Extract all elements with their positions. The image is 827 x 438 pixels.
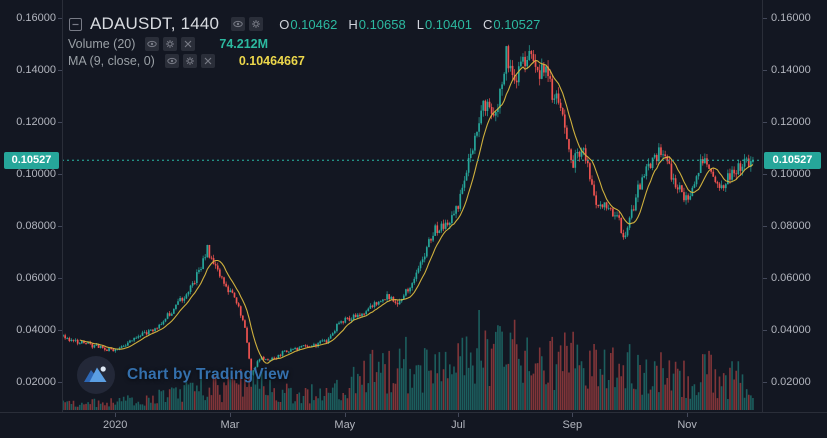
- indicator-volume-label: Volume (20): [68, 37, 136, 51]
- price-tick-mark: [763, 330, 767, 331]
- time-tick-mark: [458, 413, 460, 417]
- ohlc-values: O0.10462 H0.10658 L0.10401 C0.10527: [279, 16, 541, 32]
- indicator-ma-value: 0.10464667: [238, 54, 305, 68]
- time-tick-label: 2020: [102, 419, 128, 431]
- price-axis-left[interactable]: 0.10527 0.16000 0.14000 0.12000 0.10000 0.08…: [0, 0, 63, 412]
- price-tick-label: 0.14000: [16, 64, 56, 76]
- price-tick-label: 0.04000: [16, 324, 56, 336]
- eye-icon[interactable]: [145, 37, 160, 51]
- eye-icon[interactable]: [164, 54, 179, 68]
- price-tick-label: 0.16000: [771, 12, 811, 24]
- price-tick-mark: [58, 226, 62, 227]
- price-tick-mark: [58, 18, 62, 19]
- time-tick-mark: [687, 413, 689, 417]
- price-tick-label: 0.02000: [16, 376, 56, 388]
- indicator-ma-label: MA (9, close, 0): [68, 54, 155, 68]
- time-tick-label: Nov: [677, 419, 697, 431]
- price-tick-label: 0.02000: [771, 376, 811, 388]
- watermark-text: Chart by TradingView: [127, 366, 290, 383]
- time-tick-label: Sep: [562, 419, 583, 431]
- price-tick-mark: [763, 122, 767, 123]
- price-tick-label: 0.12000: [771, 116, 811, 128]
- price-tick-label: 0.04000: [771, 324, 811, 336]
- price-tick-mark: [58, 382, 62, 383]
- time-tick-mark: [344, 413, 346, 417]
- time-tick-label: May: [334, 419, 356, 431]
- gear-icon[interactable]: [182, 54, 197, 68]
- price-tick-label: 0.12000: [16, 116, 56, 128]
- time-tick-mark: [115, 413, 117, 417]
- price-tick-mark: [58, 278, 62, 279]
- price-tick-label: 0.10000: [771, 168, 811, 180]
- price-tick-mark: [58, 70, 62, 71]
- price-tick-mark: [763, 18, 767, 19]
- close-icon[interactable]: [200, 54, 215, 68]
- indicator-volume-value: 74.212M: [219, 37, 269, 51]
- price-tick-label: 0.16000: [16, 12, 56, 24]
- ma-line: [79, 59, 754, 364]
- tradingview-watermark[interactable]: Chart by TradingView: [76, 355, 289, 395]
- price-axis-right[interactable]: 0.10527 0.16000 0.14000 0.12000 0.10000 0.08…: [762, 0, 827, 412]
- price-tick-mark: [763, 226, 767, 227]
- time-axis[interactable]: 2020 Mar May Jul Sep Nov: [0, 412, 827, 438]
- last-price-badge-left: 0.10527: [4, 151, 59, 169]
- indicator-row-ma: MA (9, close, 0) 0.10464667: [68, 54, 551, 68]
- indicator-row-volume: Volume (20) 74.212M: [68, 37, 551, 51]
- price-tick-mark: [58, 174, 62, 175]
- price-tick-mark: [763, 174, 767, 175]
- last-price-badge-right: 0.10527: [764, 151, 821, 169]
- chart-canvas[interactable]: Chart by TradingView: [62, 0, 762, 412]
- price-tick-mark: [58, 330, 62, 331]
- gear-icon[interactable]: [249, 17, 264, 31]
- price-tick-label: 0.10000: [16, 168, 56, 180]
- time-tick-mark: [230, 413, 231, 417]
- eye-icon[interactable]: [231, 17, 246, 31]
- price-tick-mark: [763, 70, 767, 71]
- price-tick-label: 0.14000: [771, 64, 811, 76]
- time-tick-label: Jul: [451, 419, 466, 431]
- close-icon[interactable]: [181, 37, 196, 51]
- price-tick-label: 0.06000: [771, 272, 811, 284]
- price-tick-label: 0.08000: [771, 220, 811, 232]
- time-tick-mark: [572, 413, 574, 417]
- legend: ADAUSDT, 1440 O0.10462 H0.10658 L0.10401…: [68, 14, 551, 71]
- price-tick-mark: [763, 382, 767, 383]
- price-tick-mark: [763, 278, 767, 279]
- symbol-title[interactable]: ADAUSDT, 1440: [90, 14, 220, 33]
- price-tick-label: 0.06000: [16, 272, 56, 284]
- price-tick-label: 0.08000: [16, 220, 56, 232]
- gear-icon[interactable]: [163, 37, 178, 51]
- legend-title-row: ADAUSDT, 1440 O0.10462 H0.10658 L0.10401…: [68, 14, 551, 34]
- tradingview-logo-icon: [76, 355, 116, 395]
- price-tick-mark: [58, 122, 62, 123]
- legend-collapse-icon[interactable]: [68, 17, 83, 32]
- time-tick-label: Mar: [220, 419, 240, 431]
- candlestick-chart[interactable]: [62, 0, 762, 412]
